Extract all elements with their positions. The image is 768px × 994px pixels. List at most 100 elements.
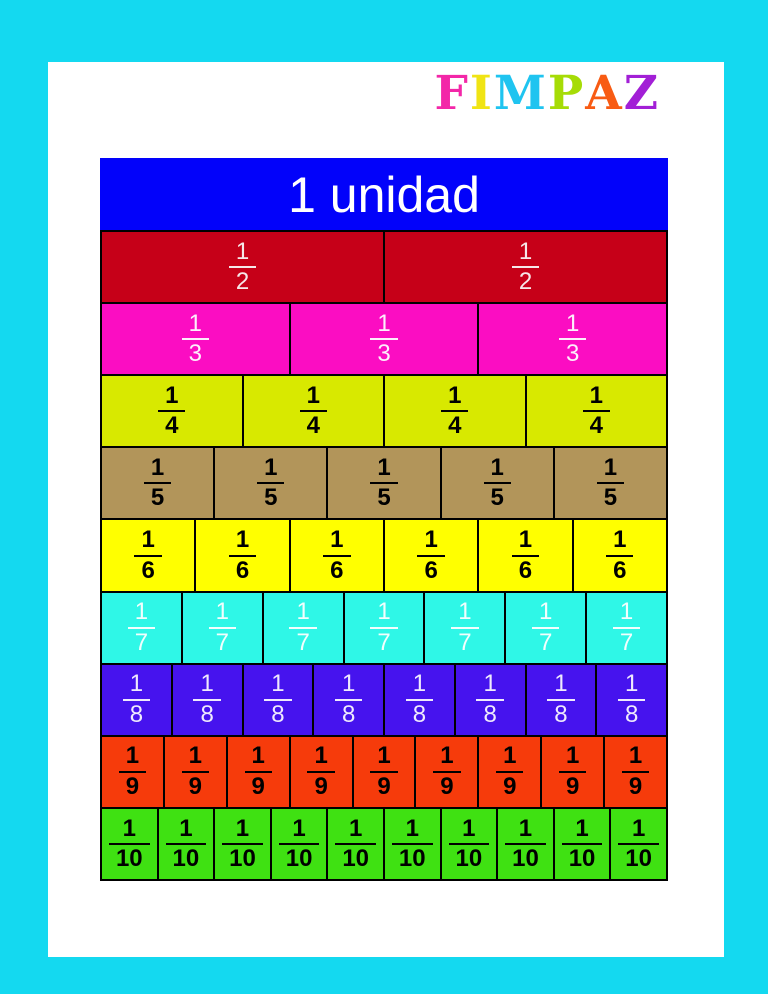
fraction-bar [441, 410, 469, 413]
fraction-numerator: 1 [448, 381, 462, 409]
fraction-cell: 1 10 [382, 806, 442, 881]
fraction-numerator: 1 [296, 598, 310, 626]
fraction: 1 10 [561, 814, 603, 873]
fraction-denominator: 9 [251, 772, 265, 800]
fraction-bar [158, 410, 186, 413]
fraction-row-10: 1 10 1 10 1 10 1 10 1 10 1 10 1 10 1 10 1 10 1 10 [100, 806, 668, 881]
fraction-numerator: 1 [405, 814, 419, 842]
fraction-cell: 1 10 [439, 806, 499, 881]
fraction-numerator: 1 [613, 526, 627, 554]
fraction-bar [370, 770, 398, 773]
brand-letter: Z [623, 66, 660, 121]
fraction-bar [417, 554, 445, 557]
fraction-numerator: 1 [566, 309, 580, 337]
fraction-numerator: 1 [440, 742, 454, 770]
fraction-denominator: 2 [518, 268, 533, 296]
fraction-numerator: 1 [518, 237, 533, 265]
fraction-denominator: 4 [589, 412, 603, 440]
fraction-cell: 1 10 [609, 806, 668, 881]
fraction-denominator: 9 [377, 772, 391, 800]
fraction-denominator: 9 [440, 772, 454, 800]
fraction-cell: 1 10 [326, 806, 385, 881]
fraction-denominator: 8 [624, 700, 639, 728]
fraction-denominator: 4 [165, 412, 179, 440]
fraction: 1 10 [391, 814, 433, 873]
fraction-numerator: 1 [377, 454, 391, 482]
fraction-denominator: 5 [490, 484, 504, 512]
fraction-bar [165, 842, 207, 845]
fraction-denominator: 5 [150, 484, 165, 512]
fraction-denominator: 8 [554, 700, 568, 728]
fraction-denominator: 8 [483, 700, 497, 728]
fraction-bar [334, 698, 363, 701]
fraction-numerator: 1 [235, 814, 250, 842]
fraction-bar [451, 626, 479, 629]
fraction-numerator: 1 [341, 670, 356, 698]
brand-letter: M [493, 66, 548, 121]
fraction-bar [433, 770, 461, 773]
fraction: 1 10 [618, 814, 659, 873]
fraction-bar [405, 698, 434, 701]
fraction-bar [559, 338, 587, 341]
fraction-denominator: 10 [285, 844, 313, 872]
fraction-denominator: 3 [566, 340, 580, 368]
fraction-numerator: 1 [377, 309, 391, 337]
fraction-bar [483, 482, 511, 485]
fraction-denominator: 7 [458, 628, 472, 656]
fraction-bar [370, 482, 398, 485]
fraction-bar [257, 482, 285, 485]
fraction-denominator: 8 [412, 700, 427, 728]
fraction-bar [335, 842, 377, 845]
fraction-numerator: 1 [292, 814, 306, 842]
fraction-denominator: 10 [398, 844, 426, 872]
fraction-numerator: 1 [134, 598, 149, 626]
fraction-bar [208, 626, 236, 629]
fraction: 1 10 [335, 815, 377, 873]
fraction-denominator: 5 [603, 484, 618, 512]
fraction-denominator: 10 [512, 844, 539, 872]
fraction-bar [118, 770, 147, 773]
fraction-denominator: 7 [296, 628, 310, 656]
fraction-numerator: 1 [575, 814, 589, 842]
fraction-numerator: 1 [631, 814, 646, 842]
fraction-bar [621, 770, 650, 773]
brand-logo: FIMPAZ [434, 70, 660, 117]
fraction-bar [617, 698, 646, 701]
fraction-numerator: 1 [589, 381, 603, 409]
fraction-denominator: 4 [306, 412, 320, 440]
fraction-bar [244, 770, 272, 773]
fraction-cell: 1 10 [100, 806, 159, 881]
fraction-denominator: 2 [235, 268, 250, 296]
